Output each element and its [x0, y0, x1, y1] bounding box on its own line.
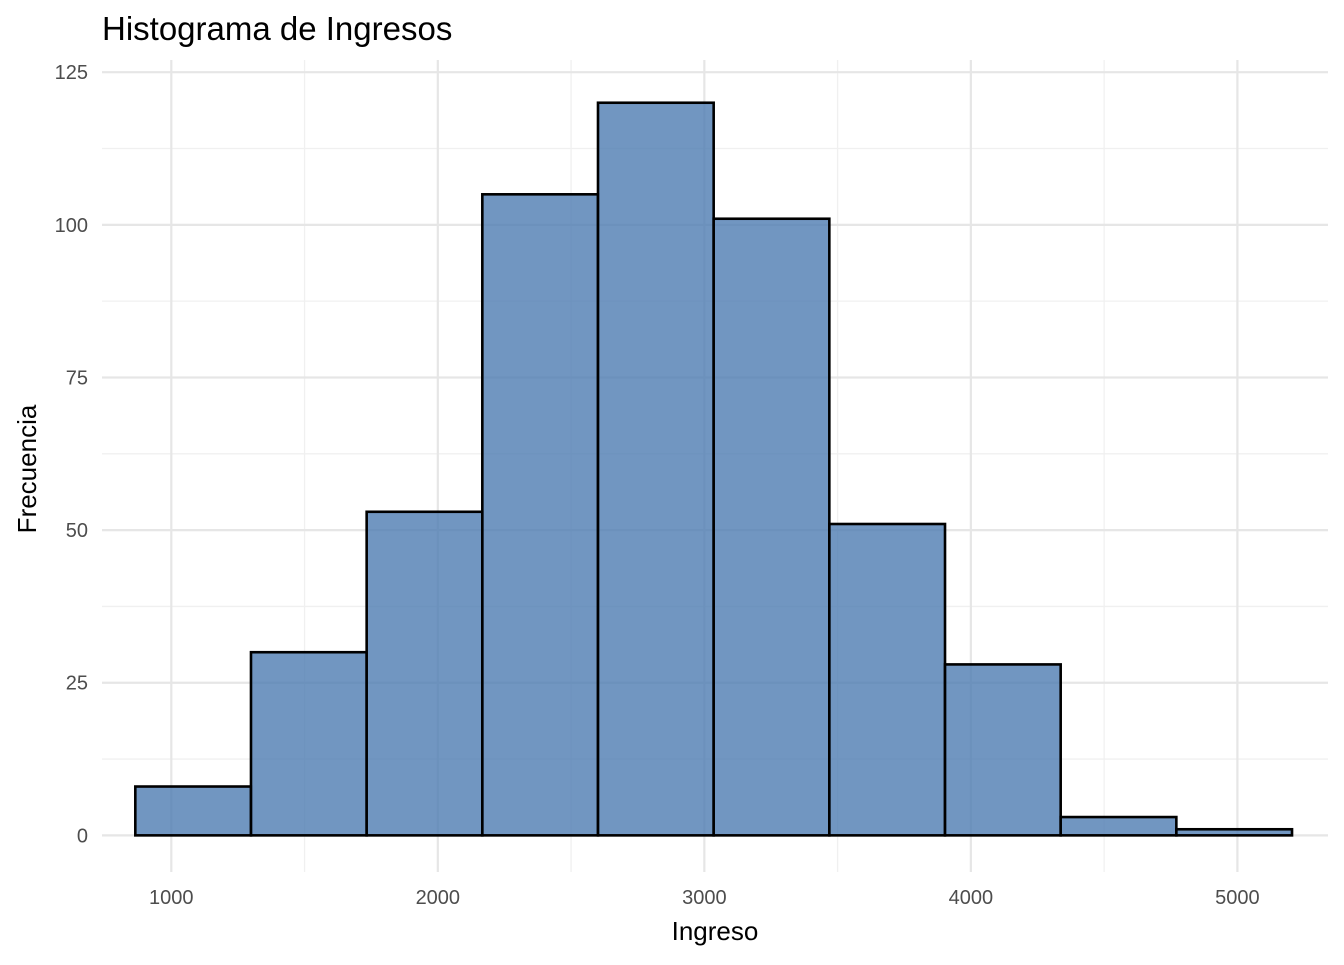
y-tick-label: 50: [66, 520, 88, 542]
histogram-bar-1: [134, 785, 253, 837]
histogram-bar-6: [712, 217, 831, 837]
histogram-bar-5: [596, 101, 715, 837]
histogram-bar-8: [943, 663, 1062, 837]
histogram-bar-7: [828, 522, 947, 837]
y-tick-label: 25: [66, 673, 88, 695]
y-axis-tick-labels: 0 25 50 75 100 125: [55, 62, 88, 847]
y-tick-label: 0: [77, 825, 88, 847]
x-axis-title: Ingreso: [672, 916, 759, 946]
histogram-bar-9: [1059, 815, 1178, 837]
histogram-bar-3: [365, 510, 484, 837]
histogram-bars: [134, 101, 1294, 837]
x-tick-label: 2000: [416, 887, 461, 909]
x-axis-tick-labels: 1000 2000 3000 4000 5000: [149, 887, 1260, 909]
x-tick-label: 3000: [682, 887, 727, 909]
x-tick-label: 5000: [1215, 887, 1260, 909]
y-tick-label: 125: [55, 62, 88, 84]
histogram-bar-10: [1175, 827, 1294, 837]
y-tick-label: 75: [66, 367, 88, 389]
y-tick-label: 100: [55, 215, 88, 237]
histogram-bar-2: [249, 650, 368, 837]
histogram-bar-4: [481, 193, 600, 837]
x-tick-label: 4000: [949, 887, 994, 909]
y-axis-title: Frecuencia: [12, 404, 42, 533]
chart-title: Histograma de Ingresos: [102, 10, 452, 47]
x-tick-label: 1000: [149, 887, 194, 909]
